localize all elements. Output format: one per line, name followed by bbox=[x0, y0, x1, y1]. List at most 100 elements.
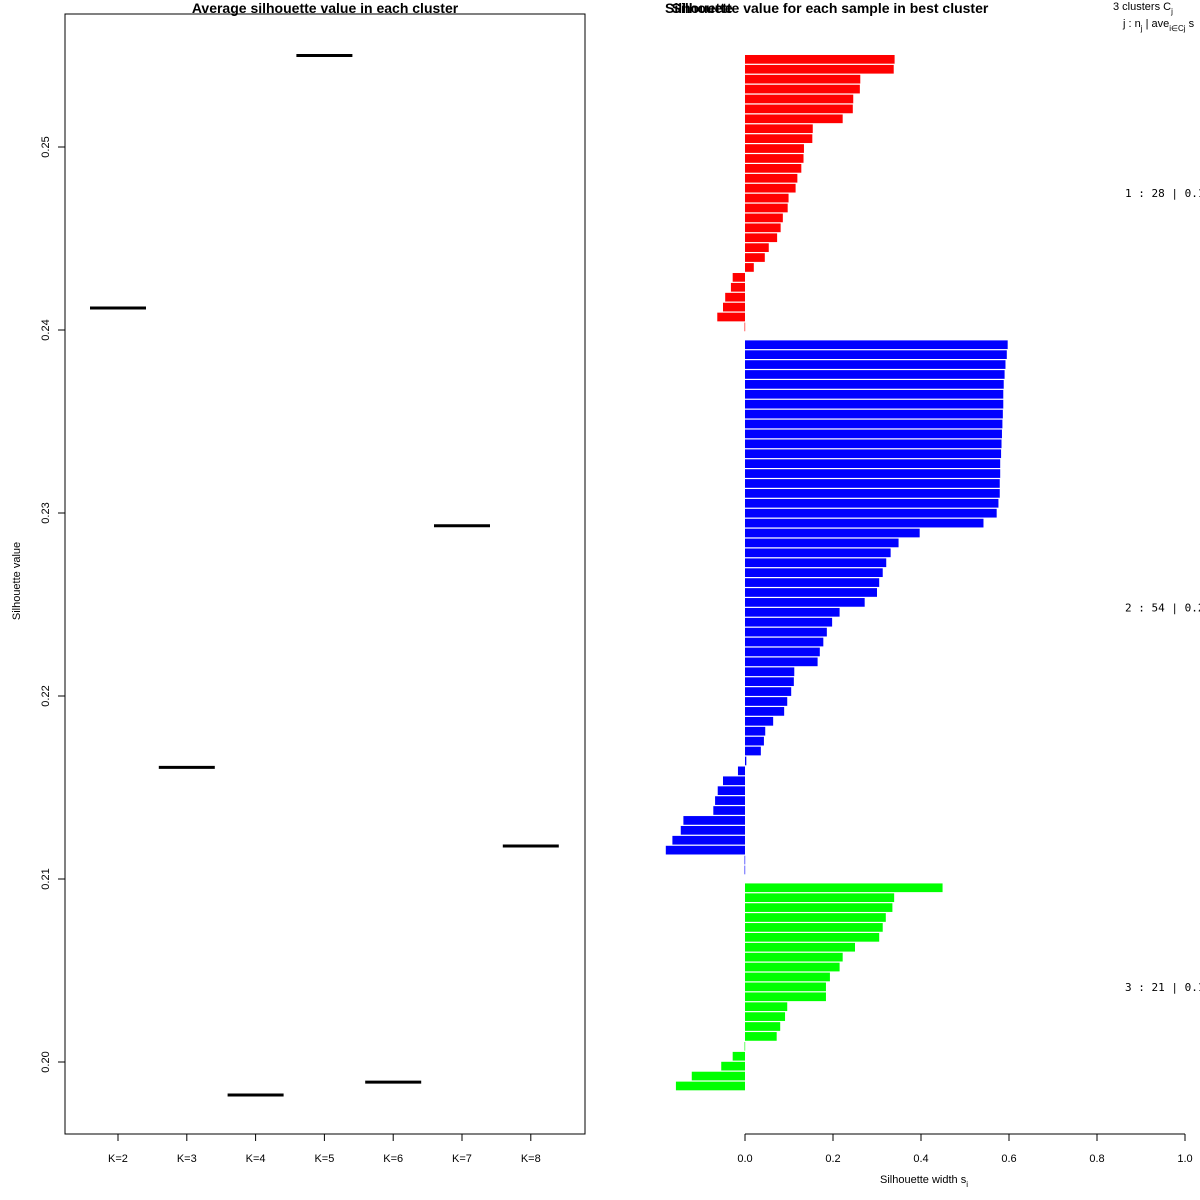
silhouette-bar-cluster-2-27 bbox=[745, 598, 865, 607]
silhouette-bar-cluster-2-53 bbox=[744, 855, 746, 865]
left-chart: Average silhouette value in each cluster… bbox=[11, 0, 586, 1165]
right-x-tick-label: 0.4 bbox=[913, 1153, 928, 1165]
left-y-tick-label: 0.20 bbox=[40, 1051, 52, 1072]
right-x-axis-label: Silhouette width si bbox=[880, 1174, 968, 1189]
left-y-tick-label: 0.22 bbox=[40, 685, 52, 706]
silhouette-bar-cluster-2-36 bbox=[745, 687, 792, 696]
silhouette-bar-cluster-2-25 bbox=[745, 578, 880, 587]
legend-header-n: j : n bbox=[1122, 18, 1141, 30]
left-x-tick-label: K=8 bbox=[521, 1153, 541, 1165]
silhouette-bar-cluster-2-7 bbox=[745, 399, 1004, 409]
silhouette-bar-cluster-2-24 bbox=[745, 568, 883, 578]
silhouette-bar-cluster-3-6 bbox=[745, 932, 880, 942]
silhouette-bar-cluster-1-21 bbox=[745, 253, 765, 262]
silhouette-bar-cluster-3-20 bbox=[691, 1071, 745, 1081]
silhouette-bar-cluster-2-14 bbox=[745, 469, 1001, 478]
silhouette-bar-cluster-2-17 bbox=[745, 498, 999, 508]
silhouette-bar-cluster-2-42 bbox=[745, 746, 761, 756]
silhouette-bar-cluster-2-49 bbox=[683, 816, 745, 825]
left-plot-box bbox=[64, 13, 586, 1135]
silhouette-bar-cluster-1-6 bbox=[745, 104, 853, 114]
silhouette-bar-cluster-2-47 bbox=[715, 796, 745, 805]
left-y-axis: 0.20 0.21 0.22 0.23 0.24 0.25 bbox=[40, 136, 66, 1073]
silhouette-bar-cluster-2-50 bbox=[680, 825, 745, 835]
left-y-tick-label: 0.24 bbox=[40, 319, 52, 340]
silhouette-bar-cluster-3-1 bbox=[745, 883, 943, 893]
silhouette-bar-cluster-1-17 bbox=[745, 213, 783, 223]
silhouette-bar-cluster-3-7 bbox=[745, 942, 855, 952]
right-x-tick-label: 0.2 bbox=[825, 1153, 840, 1165]
silhouette-bar-cluster-2-15 bbox=[745, 479, 1000, 488]
cluster-2-summary-label: 2 : 54 | 0.29 bbox=[1125, 601, 1200, 614]
silhouette-bar-cluster-2-8 bbox=[745, 409, 1003, 419]
silhouette-bar-cluster-2-51 bbox=[672, 835, 745, 845]
silhouette-bar-cluster-3-19 bbox=[721, 1061, 745, 1071]
right-overlay-text: Silhouette bbox=[665, 0, 733, 16]
silhouette-bar-cluster-3-12 bbox=[745, 992, 826, 1002]
silhouette-bar-cluster-2-23 bbox=[745, 558, 887, 568]
silhouette-bar-cluster-2-21 bbox=[745, 538, 899, 548]
silhouette-bar-cluster-1-18 bbox=[745, 223, 781, 233]
right-x-axis-label-sub: i bbox=[966, 1180, 968, 1189]
left-chart-title: Average silhouette value in each cluster bbox=[192, 0, 459, 16]
silhouette-bar-cluster-2-43 bbox=[745, 756, 747, 766]
silhouette-bar-cluster-1-16 bbox=[745, 203, 788, 213]
silhouette-bar-cluster-2-5 bbox=[745, 380, 1004, 389]
silhouette-bar-cluster-1-15 bbox=[745, 193, 789, 203]
silhouette-bar-cluster-3-9 bbox=[745, 962, 840, 972]
silhouette-bar-cluster-2-41 bbox=[745, 736, 764, 746]
right-chart: Silhouette Silhouette value for each sam… bbox=[665, 0, 1200, 1189]
right-x-tick-label: 0.8 bbox=[1089, 1153, 1104, 1165]
silhouette-bar-cluster-1-4 bbox=[745, 84, 860, 94]
silhouette-bar-cluster-2-40 bbox=[745, 726, 766, 736]
silhouette-bar-cluster-3-17 bbox=[744, 1041, 746, 1051]
left-x-tick-label: K=7 bbox=[452, 1153, 472, 1165]
silhouette-bar-cluster-2-54 bbox=[744, 865, 746, 875]
silhouette-bar-cluster-1-22 bbox=[745, 263, 754, 272]
left-x-tick-label: K=6 bbox=[383, 1153, 403, 1165]
right-x-tick-label: 1.0 bbox=[1177, 1153, 1192, 1165]
silhouette-bar-cluster-2-16 bbox=[745, 489, 1000, 498]
silhouette-bar-cluster-3-14 bbox=[745, 1012, 786, 1021]
silhouette-bar-cluster-2-9 bbox=[745, 419, 1003, 429]
silhouette-bar-cluster-1-20 bbox=[745, 243, 769, 252]
silhouette-bar-cluster-2-20 bbox=[745, 528, 920, 538]
silhouette-bar-cluster-1-26 bbox=[723, 302, 745, 312]
silhouette-bars bbox=[665, 55, 1008, 1091]
silhouette-bar-cluster-2-33 bbox=[745, 657, 818, 667]
silhouette-bar-cluster-2-2 bbox=[745, 350, 1007, 359]
silhouette-bar-cluster-3-2 bbox=[745, 893, 895, 903]
right-x-tick-label: 0.0 bbox=[737, 1153, 752, 1165]
silhouette-bar-cluster-2-52 bbox=[665, 845, 745, 855]
cluster-1-summary-label: 1 : 28 | 0.11 bbox=[1125, 187, 1200, 200]
legend-header-line1-sub: j bbox=[1170, 7, 1173, 16]
silhouette-bar-cluster-2-46 bbox=[717, 786, 745, 796]
legend-header-s: s bbox=[1186, 18, 1195, 30]
legend-header-ave-sub: i∈Cj bbox=[1169, 24, 1186, 33]
silhouette-bar-cluster-2-39 bbox=[745, 716, 774, 726]
silhouette-bar-cluster-1-12 bbox=[745, 164, 802, 173]
left-x-tick-label: K=2 bbox=[108, 1153, 128, 1165]
silhouette-bar-cluster-2-13 bbox=[745, 459, 1001, 468]
silhouette-bar-cluster-1-8 bbox=[745, 124, 813, 134]
silhouette-bar-cluster-2-12 bbox=[745, 449, 1002, 459]
silhouette-bar-cluster-2-34 bbox=[745, 667, 795, 677]
silhouette-bar-cluster-1-19 bbox=[745, 233, 778, 243]
silhouette-bar-cluster-1-1 bbox=[745, 55, 895, 64]
left-average-markers bbox=[90, 54, 559, 1097]
cluster-labels: 1 : 28 | 0.11 2 : 54 | 0.29 3 : 21 | 0.16 bbox=[1125, 187, 1200, 994]
left-x-tick-label: K=3 bbox=[177, 1153, 197, 1165]
silhouette-bar-cluster-2-35 bbox=[745, 677, 794, 687]
right-chart-title: Silhouette value for each sample in best… bbox=[672, 0, 989, 16]
silhouette-bar-cluster-2-31 bbox=[745, 637, 824, 647]
silhouette-bar-cluster-1-10 bbox=[745, 144, 804, 153]
silhouette-bar-cluster-2-10 bbox=[745, 429, 1002, 439]
left-x-tick-label: K=4 bbox=[246, 1153, 266, 1165]
silhouette-bar-cluster-2-30 bbox=[745, 627, 827, 637]
silhouette-bar-cluster-2-26 bbox=[745, 588, 877, 597]
silhouette-bar-cluster-2-37 bbox=[745, 697, 788, 706]
silhouette-bar-cluster-3-15 bbox=[745, 1022, 781, 1031]
right-x-tick-label: 0.6 bbox=[1001, 1153, 1016, 1165]
silhouette-bar-cluster-1-24 bbox=[730, 282, 745, 292]
